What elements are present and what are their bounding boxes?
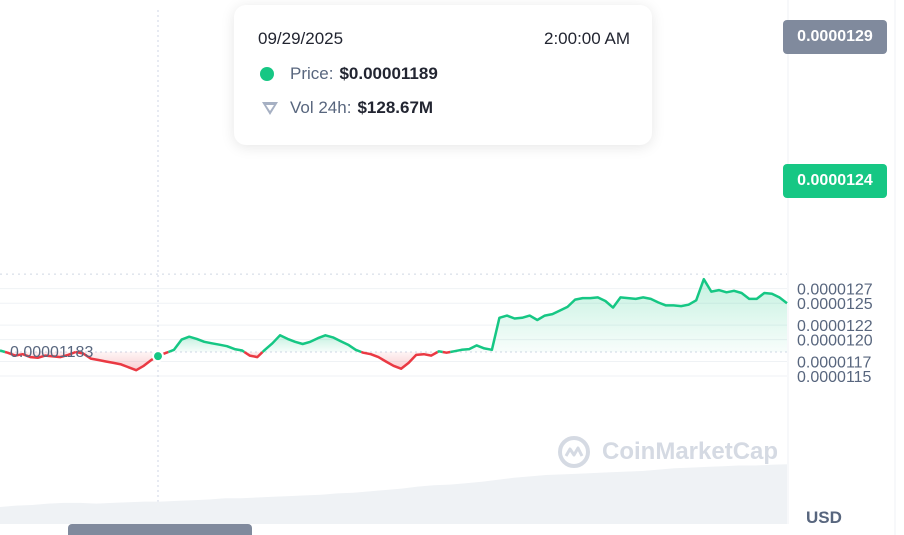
hover-tooltip: 09/29/2025 2:00:00 AM Price: $0.00001189… bbox=[234, 5, 652, 145]
price-line-down bbox=[4, 350, 77, 360]
volume-area bbox=[0, 464, 787, 524]
y-tick-label: 0.0000122 bbox=[797, 318, 873, 335]
hover-point-marker bbox=[152, 350, 164, 363]
currency-label: USD bbox=[806, 508, 842, 527]
high-price-badge: 0.0000129 bbox=[783, 20, 887, 54]
tooltip-date: 09/29/2025 bbox=[258, 29, 344, 48]
baseline-label: 0.00001183 bbox=[10, 344, 94, 361]
tooltip-volume-row: Vol 24h: $128.67M bbox=[260, 98, 433, 118]
time-range-scrollbar[interactable] bbox=[68, 524, 252, 535]
price-line-down bbox=[442, 350, 451, 354]
down-area-segment bbox=[75, 352, 169, 371]
up-area-segment bbox=[450, 279, 787, 352]
price-line-up bbox=[437, 350, 443, 354]
price-line-up bbox=[0, 349, 6, 354]
price-line-down bbox=[243, 350, 264, 359]
watermark: CoinMarketCap bbox=[556, 434, 778, 470]
y-tick-label: 0.0000115 bbox=[797, 369, 872, 386]
tooltip-volume-label: Vol 24h: bbox=[290, 98, 352, 117]
tooltip-price-label: Price: bbox=[290, 64, 334, 83]
tooltip-volume-value: $128.67M bbox=[357, 98, 434, 117]
tooltip-price-value: $0.00001189 bbox=[339, 64, 438, 83]
current-price-badge: 0.0000124 bbox=[783, 164, 887, 198]
price-line-up bbox=[167, 335, 246, 354]
y-tick-label: 0.0000125 bbox=[797, 296, 873, 313]
volume-shield-icon bbox=[262, 102, 278, 115]
up-area-segment bbox=[168, 336, 245, 352]
watermark-text: CoinMarketCap bbox=[602, 438, 779, 465]
y-tick-label: 0.0000117 bbox=[797, 354, 872, 371]
price-dot-icon bbox=[260, 67, 274, 81]
y-tick-label: 0.0000127 bbox=[797, 282, 873, 299]
coinmarketcap-logo-icon bbox=[558, 436, 590, 468]
tooltip-time: 2:00:00 AM bbox=[543, 29, 630, 48]
price-line-up bbox=[450, 277, 788, 354]
price-line-down bbox=[360, 350, 439, 370]
y-tick-label: 0.0000120 bbox=[797, 333, 873, 350]
tooltip-price-row: Price: $0.00001189 bbox=[260, 64, 438, 84]
price-line-up bbox=[261, 334, 362, 354]
down-area-segment bbox=[361, 352, 438, 369]
